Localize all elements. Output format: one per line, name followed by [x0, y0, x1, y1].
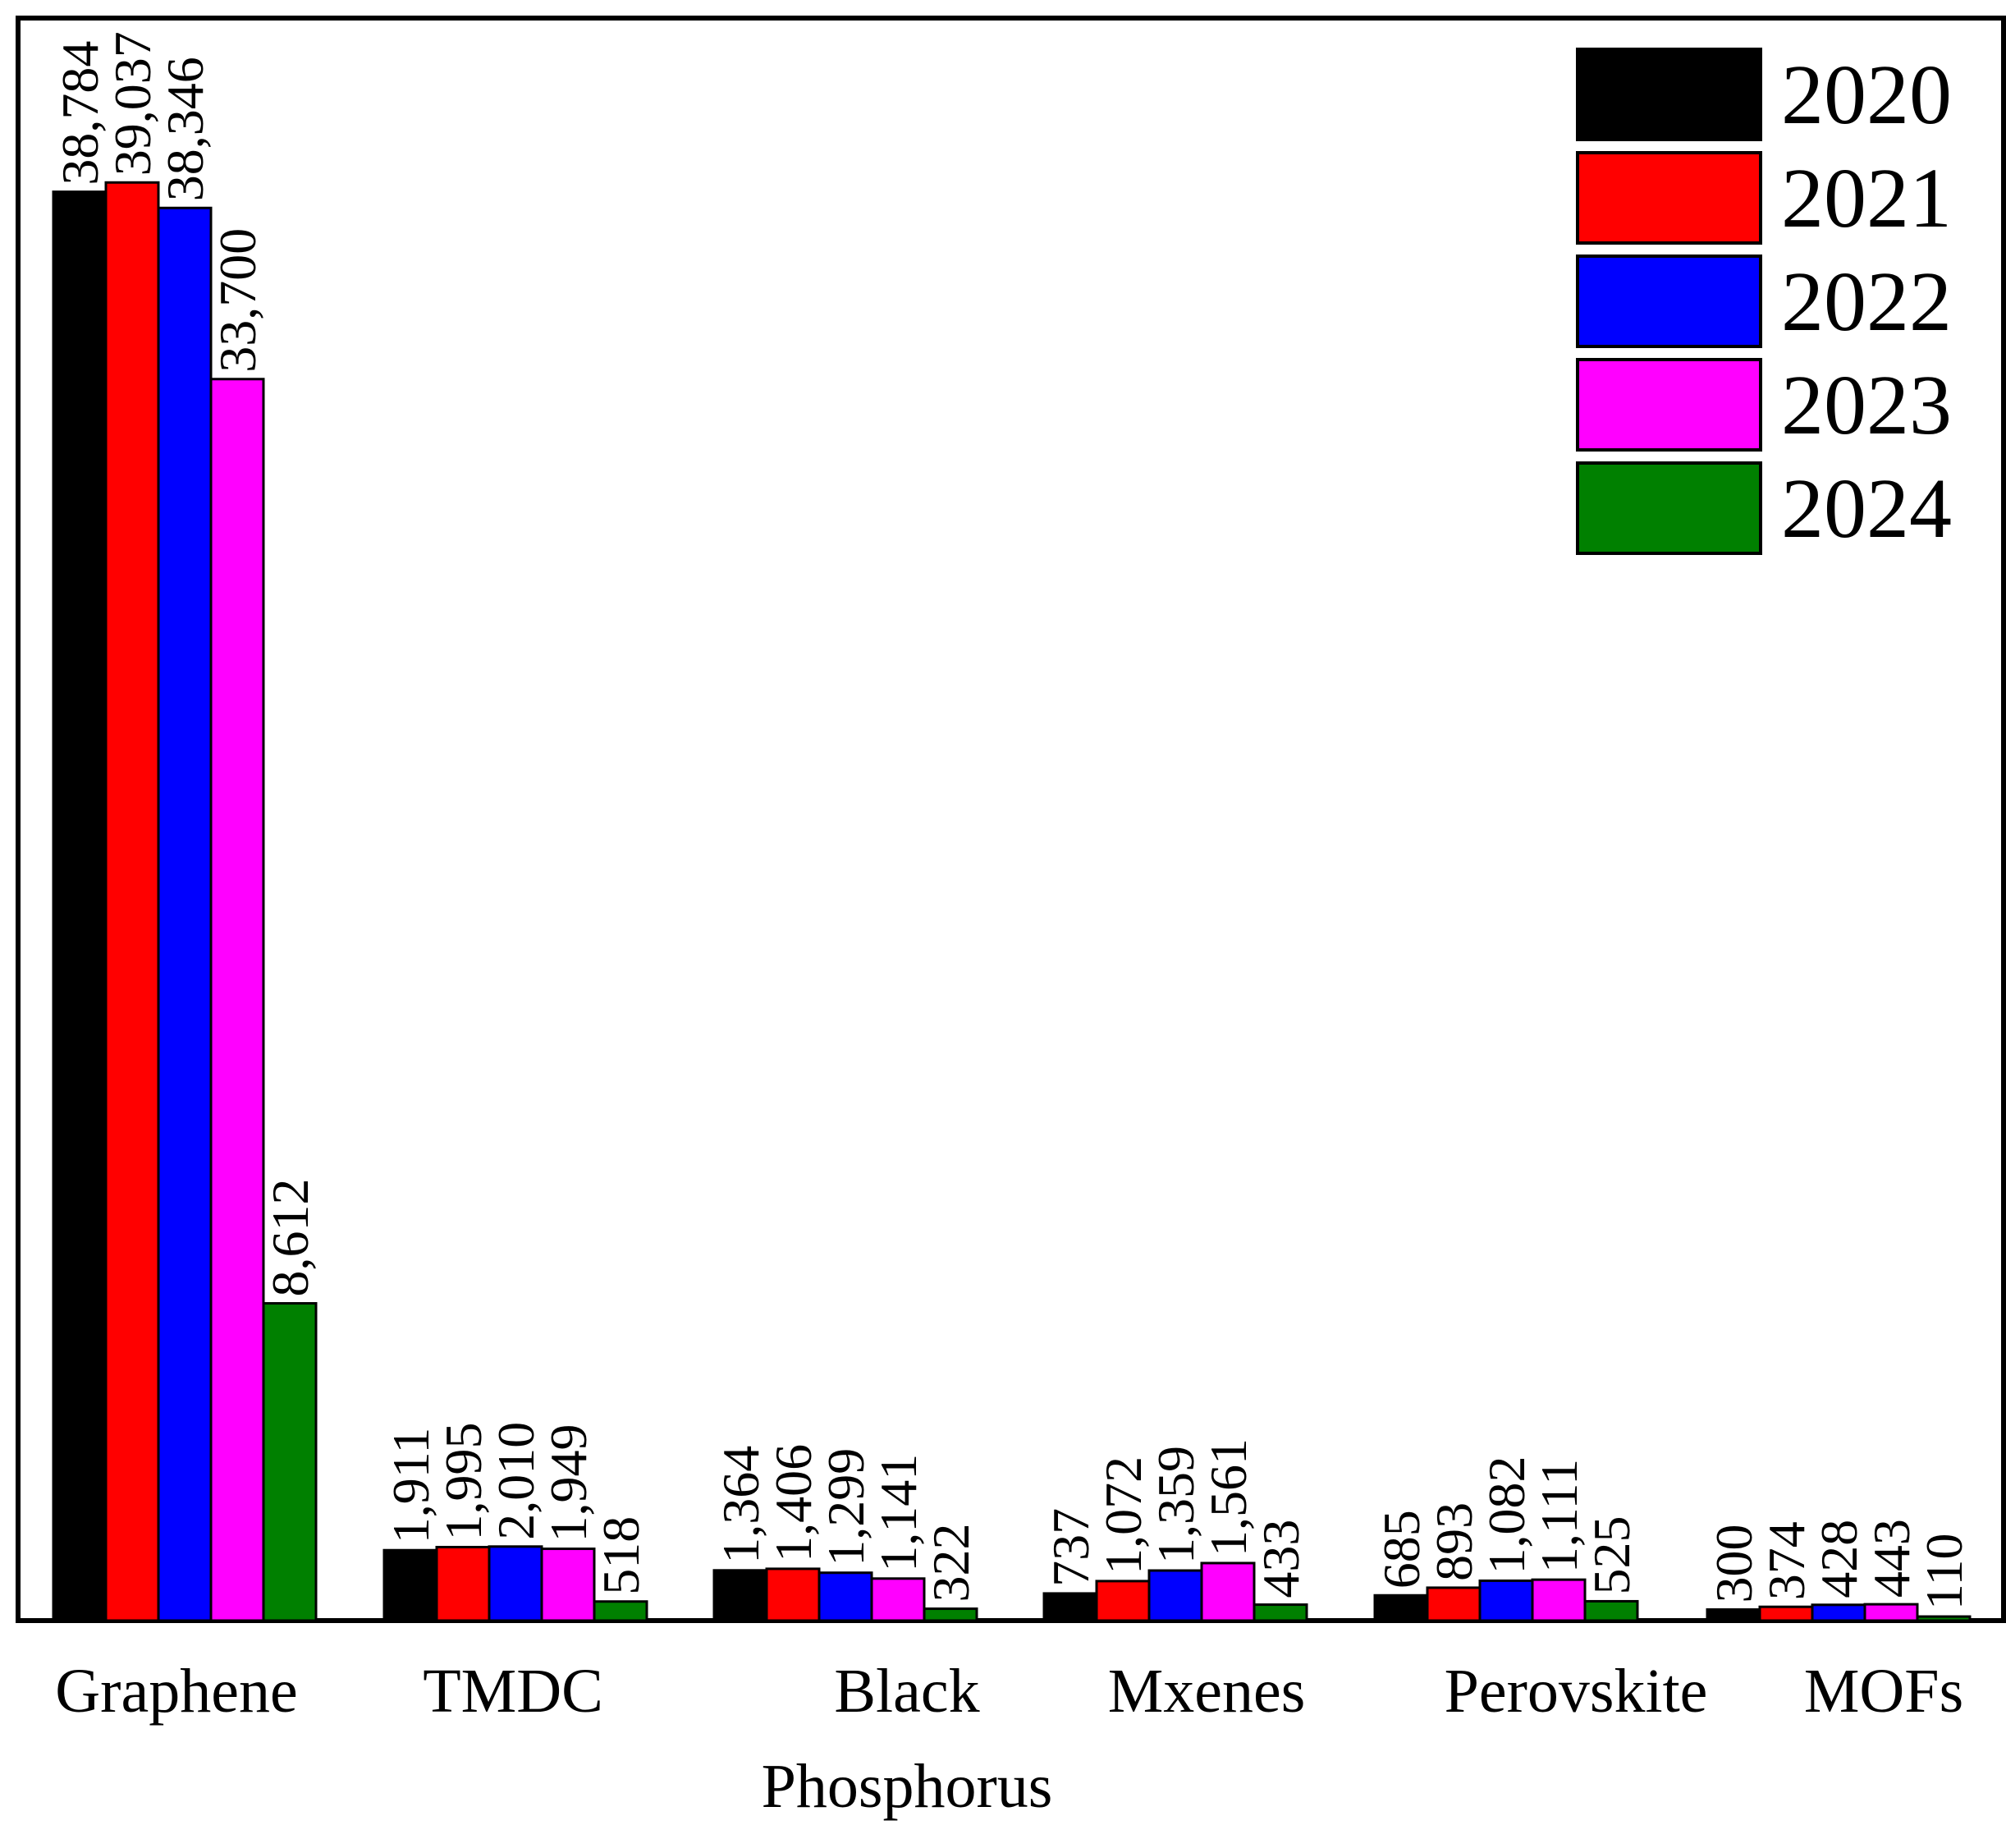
category-label-black-phosphorus-line2: Phosphorus [762, 1752, 1053, 1821]
bar-mxenes-2023 [1200, 1561, 1256, 1622]
bar-mxenes-2021 [1095, 1580, 1151, 1622]
bar-graphene-2021 [104, 181, 160, 1622]
plot-frame [16, 16, 2006, 1623]
bar-graphene-2023 [209, 378, 265, 1622]
bar-tmdc-2024 [593, 1600, 648, 1622]
value-label-tmdc-2024: 518 [592, 1516, 650, 1595]
bar-black-phosphorus-2024 [923, 1607, 978, 1622]
value-label-black-phosphorus-2024: 322 [922, 1524, 980, 1603]
value-label-black-phosphorus-2023: 1,141 [869, 1454, 927, 1572]
value-label-mofs-2020: 300 [1705, 1525, 1763, 1603]
bar-perovskite-2023 [1531, 1578, 1587, 1622]
value-label-tmdc-2021: 1,995 [434, 1422, 492, 1540]
bar-mofs-2024 [1916, 1615, 1972, 1622]
value-label-perovskite-2024: 525 [1582, 1516, 1641, 1594]
bar-tmdc-2021 [435, 1545, 491, 1622]
bar-mxenes-2020 [1042, 1592, 1098, 1622]
bar-perovskite-2022 [1478, 1579, 1534, 1622]
bar-graphene-2020 [52, 190, 108, 1622]
bar-mofs-2021 [1758, 1605, 1814, 1622]
value-label-graphene-2023: 33,700 [208, 228, 267, 373]
value-label-perovskite-2021: 893 [1425, 1502, 1483, 1581]
value-label-graphene-2021: 39,037 [103, 31, 162, 176]
value-label-mxenes-2021: 1,072 [1094, 1456, 1152, 1575]
category-label-graphene: Graphene [55, 1657, 297, 1726]
value-label-tmdc-2023: 1,949 [539, 1424, 598, 1543]
legend-label-2021: 2021 [1781, 151, 1952, 245]
bar-mofs-2020 [1706, 1608, 1761, 1622]
value-label-tmdc-2022: 2,010 [487, 1422, 545, 1540]
value-label-mxenes-2020: 737 [1042, 1508, 1100, 1587]
legend-swatch-2020 [1576, 48, 1762, 141]
value-label-tmdc-2020: 1,911 [382, 1428, 440, 1544]
value-label-mofs-2022: 428 [1810, 1520, 1868, 1598]
value-label-perovskite-2022: 1,082 [1477, 1456, 1536, 1574]
value-label-perovskite-2020: 685 [1372, 1510, 1431, 1589]
bar-black-phosphorus-2023 [870, 1577, 926, 1622]
value-label-mxenes-2022: 1,359 [1147, 1446, 1205, 1564]
legend-swatch-2024 [1576, 461, 1762, 555]
bar-mofs-2022 [1811, 1603, 1866, 1622]
category-label-mxenes: Mxenes [1108, 1657, 1306, 1726]
value-label-perovskite-2023: 1,111 [1530, 1459, 1588, 1573]
bar-black-phosphorus-2021 [765, 1567, 821, 1622]
bar-perovskite-2021 [1426, 1586, 1482, 1622]
legend-swatch-2023 [1576, 358, 1762, 452]
legend-swatch-2021 [1576, 151, 1762, 245]
value-label-black-phosphorus-2022: 1,299 [817, 1448, 875, 1566]
value-labels-layer: 38,78439,03738,34633,7008,6121,9111,9952… [51, 31, 1973, 1610]
category-label-black-phosphorus-line1: Black [834, 1657, 979, 1726]
bar-perovskite-2024 [1583, 1599, 1639, 1622]
bar-black-phosphorus-2020 [712, 1569, 768, 1622]
bar-tmdc-2023 [540, 1548, 596, 1622]
legend-swatch-2022 [1576, 255, 1762, 348]
value-label-graphene-2022: 38,346 [156, 57, 214, 201]
value-label-mofs-2024: 110 [1915, 1533, 1973, 1610]
bar-mofs-2023 [1863, 1603, 1919, 1622]
value-label-graphene-2020: 38,784 [51, 41, 109, 186]
bar-tmdc-2022 [488, 1545, 543, 1622]
bar-perovskite-2020 [1373, 1593, 1429, 1622]
value-label-graphene-2024: 8,612 [261, 1179, 319, 1297]
bar-black-phosphorus-2022 [818, 1571, 873, 1622]
value-label-black-phosphorus-2021: 1,406 [764, 1444, 822, 1562]
value-label-mofs-2023: 443 [1862, 1519, 1921, 1598]
bar-mxenes-2022 [1147, 1569, 1203, 1622]
category-labels-layer: Graphene TMDC Black Phosphorus Mxenes Perovsk… [55, 1657, 1963, 1821]
value-label-mxenes-2024: 433 [1252, 1520, 1310, 1598]
bars-layer [52, 181, 1972, 1622]
category-label-tmdc: TMDC [423, 1657, 603, 1726]
bar-graphene-2022 [157, 206, 213, 1622]
category-label-mofs: MOFs [1804, 1657, 1963, 1726]
value-label-black-phosphorus-2020: 1,364 [712, 1446, 770, 1564]
category-label-perovskite: Perovskite [1445, 1657, 1708, 1726]
bar-tmdc-2020 [382, 1548, 438, 1622]
bar-mxenes-2024 [1253, 1603, 1308, 1622]
legend-label-2020: 2020 [1781, 48, 1952, 142]
legend-label-2024: 2024 [1781, 461, 1952, 556]
value-label-mxenes-2023: 1,561 [1199, 1438, 1257, 1557]
legend-label-2023: 2023 [1781, 358, 1952, 452]
legend-label-2022: 2022 [1781, 255, 1952, 349]
bar-graphene-2024 [262, 1302, 318, 1622]
value-label-mofs-2021: 374 [1757, 1521, 1816, 1600]
